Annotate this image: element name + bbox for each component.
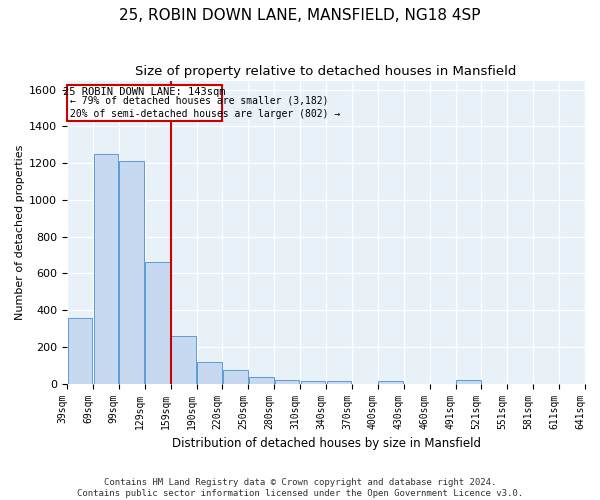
Text: Contains HM Land Registry data © Crown copyright and database right 2024.
Contai: Contains HM Land Registry data © Crown c… [77, 478, 523, 498]
Bar [119, 162, 144, 384]
Bar [275, 380, 299, 384]
Bar [456, 380, 481, 384]
Title: Size of property relative to detached houses in Mansfield: Size of property relative to detached ho… [136, 65, 517, 78]
Bar [171, 336, 196, 384]
Bar [94, 154, 118, 384]
FancyBboxPatch shape [67, 85, 223, 121]
Bar [223, 370, 248, 384]
Bar [197, 362, 222, 384]
Text: 25 ROBIN DOWN LANE: 143sqm: 25 ROBIN DOWN LANE: 143sqm [64, 88, 226, 98]
Bar [379, 381, 403, 384]
Bar [249, 378, 274, 384]
Bar [145, 262, 170, 384]
Bar [301, 381, 325, 384]
Text: ← 79% of detached houses are smaller (3,182): ← 79% of detached houses are smaller (3,… [70, 96, 328, 106]
Bar [68, 318, 92, 384]
Y-axis label: Number of detached properties: Number of detached properties [15, 144, 25, 320]
Text: 20% of semi-detached houses are larger (802) →: 20% of semi-detached houses are larger (… [70, 109, 340, 119]
Bar [326, 382, 351, 384]
X-axis label: Distribution of detached houses by size in Mansfield: Distribution of detached houses by size … [172, 437, 481, 450]
Text: 25, ROBIN DOWN LANE, MANSFIELD, NG18 4SP: 25, ROBIN DOWN LANE, MANSFIELD, NG18 4SP [119, 8, 481, 22]
